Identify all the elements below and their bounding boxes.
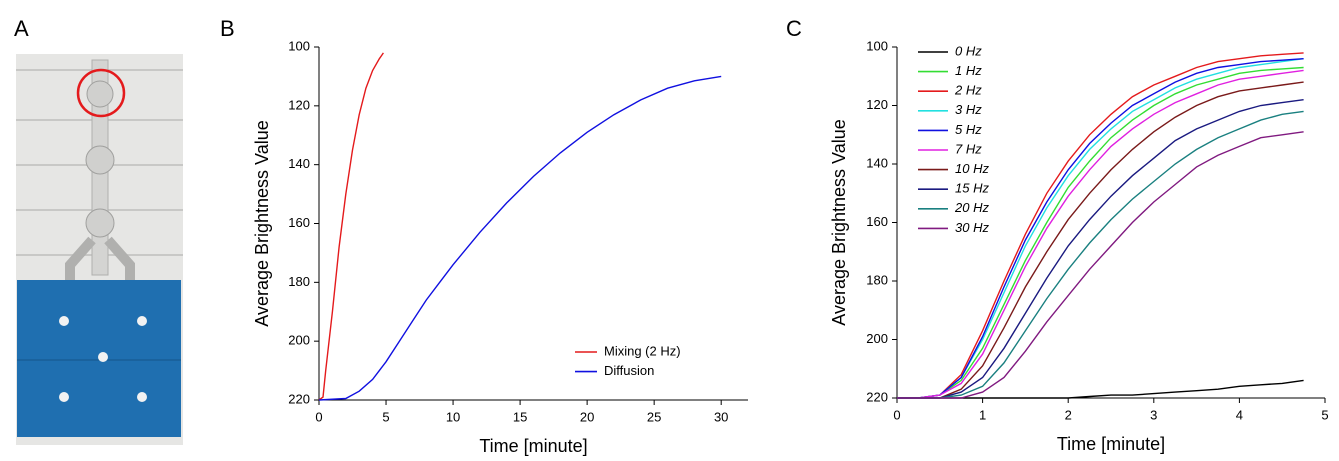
series-line <box>897 110 1304 399</box>
series-line <box>897 131 1304 399</box>
y-tick-label: 100 <box>866 38 888 53</box>
legend-label: Diffusion <box>604 363 654 378</box>
x-tick-label: 0 <box>893 407 900 422</box>
legend-label: 1 Hz <box>955 63 982 78</box>
y-tick-label: 120 <box>288 97 310 112</box>
panel-label: C <box>786 16 802 41</box>
photo <box>16 54 183 445</box>
legend-label: Mixing (2 Hz) <box>604 343 681 358</box>
series-line <box>897 81 1304 399</box>
x-tick-label: 10 <box>446 409 460 424</box>
series-line <box>897 66 1304 399</box>
x-tick-label: 4 <box>1236 407 1243 422</box>
series-line <box>897 69 1304 399</box>
y-tick-label: 180 <box>288 274 310 289</box>
y-tick-label: 160 <box>288 215 310 230</box>
chamber <box>85 145 115 175</box>
legend-label: 3 Hz <box>955 102 982 117</box>
series-line <box>897 99 1304 399</box>
y-tick-label: 220 <box>866 389 888 404</box>
y-axis-title: Average Brightness Value <box>252 120 272 326</box>
y-tick-label: 180 <box>866 272 888 287</box>
chamber <box>85 208 115 238</box>
panel-label: B <box>220 16 235 41</box>
x-axis-title: Time [minute] <box>479 436 587 456</box>
legend-label: 0 Hz <box>955 43 982 58</box>
y-tick-label: 120 <box>866 97 888 112</box>
legend-label: 30 Hz <box>955 220 989 235</box>
x-axis-title: Time [minute] <box>1057 434 1165 454</box>
x-tick-label: 3 <box>1150 407 1157 422</box>
legend-label: 10 Hz <box>955 161 989 176</box>
x-tick-label: 2 <box>1065 407 1072 422</box>
x-tick-label: 30 <box>714 409 728 424</box>
series-line <box>897 58 1304 399</box>
y-tick-label: 200 <box>288 333 310 348</box>
series-line <box>318 52 384 401</box>
y-tick-label: 200 <box>866 331 888 346</box>
y-tick-label: 160 <box>866 214 888 229</box>
x-tick-label: 20 <box>580 409 594 424</box>
series-line <box>318 75 722 401</box>
y-tick-label: 140 <box>866 155 888 170</box>
legend-label: 2 Hz <box>954 83 982 98</box>
x-tick-label: 0 <box>315 409 322 424</box>
legend-label: 7 Hz <box>955 141 982 156</box>
legend-label: 15 Hz <box>955 181 989 196</box>
series-line <box>897 52 1304 399</box>
x-tick-label: 5 <box>382 409 389 424</box>
x-tick-label: 15 <box>513 409 527 424</box>
holes <box>59 316 147 402</box>
y-axis-title: Average Brightness Value <box>829 119 849 325</box>
y-tick-label: 220 <box>288 391 310 406</box>
x-tick-label: 1 <box>979 407 986 422</box>
y-tick-label: 140 <box>288 156 310 171</box>
series-line <box>897 379 1304 399</box>
x-tick-label: 25 <box>647 409 661 424</box>
chamber <box>86 80 114 108</box>
legend-label: 5 Hz <box>955 122 982 137</box>
channel-split <box>65 236 135 282</box>
panel-label: A <box>14 16 29 41</box>
highlight-circle <box>76 68 126 118</box>
y-tick-label: 100 <box>288 38 310 53</box>
x-tick-label: 5 <box>1321 407 1328 422</box>
legend-label: 20 Hz <box>954 200 989 215</box>
